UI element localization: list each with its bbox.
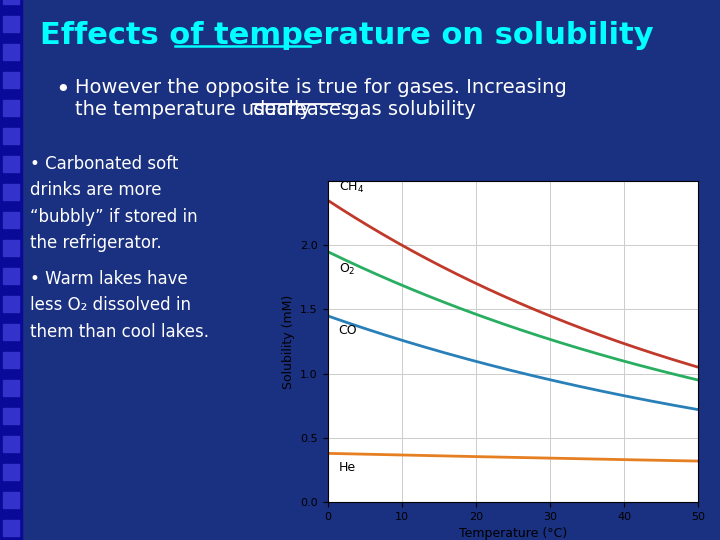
Y-axis label: Solubility (mM): Solubility (mM) [282, 294, 294, 389]
Text: He: He [338, 461, 356, 474]
Bar [3, 520, 19, 536]
Text: CO: CO [338, 323, 357, 336]
Bar [3, 100, 19, 116]
Bar [3, 268, 19, 284]
Bar [3, 380, 19, 396]
Bar [3, 296, 19, 312]
Text: • Warm lakes have
less O₂ dissolved in
them than cool lakes.: • Warm lakes have less O₂ dissolved in t… [30, 270, 209, 341]
Bar [3, 184, 19, 200]
Bar [0, 0, 22, 540]
Text: •: • [55, 78, 70, 102]
Bar [3, 16, 19, 32]
Bar [3, 324, 19, 340]
Bar [3, 212, 19, 228]
Bar [3, 240, 19, 256]
Text: CH$_4$: CH$_4$ [338, 180, 364, 195]
Text: the temperature usually: the temperature usually [75, 100, 317, 119]
Text: gas solubility: gas solubility [341, 100, 476, 119]
Bar [3, 0, 19, 4]
Bar [3, 436, 19, 452]
Text: Effects of temperature on solubility: Effects of temperature on solubility [40, 21, 654, 50]
Bar [3, 464, 19, 480]
Bar [3, 72, 19, 88]
Bar [3, 156, 19, 172]
X-axis label: Temperature (°C): Temperature (°C) [459, 528, 567, 540]
Text: O$_2$: O$_2$ [338, 262, 355, 277]
Bar [3, 128, 19, 144]
Bar [3, 408, 19, 424]
Text: However the opposite is true for gases. Increasing: However the opposite is true for gases. … [75, 78, 567, 97]
Text: • Carbonated soft
drinks are more
“bubbly” if stored in
the refrigerator.: • Carbonated soft drinks are more “bubbl… [30, 155, 197, 252]
Bar [3, 44, 19, 60]
Bar [3, 492, 19, 508]
Text: decreases: decreases [253, 100, 352, 119]
Bar [3, 352, 19, 368]
